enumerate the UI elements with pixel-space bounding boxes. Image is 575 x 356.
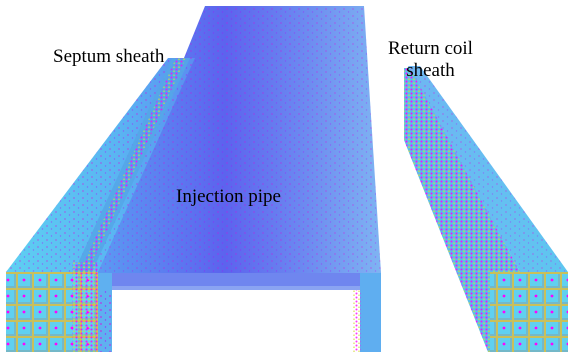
injection-pipe-front: [97, 273, 381, 286]
return-coil-label-line1: Return coil: [388, 38, 473, 59]
return-coil-sheath-label: Return coil sheath: [388, 38, 473, 82]
return-coil-label-line2: sheath: [406, 60, 455, 81]
injection-pipe-right-leg: [360, 273, 381, 352]
septum-sheath-label: Septum sheath: [53, 46, 165, 67]
return-coil-sheath-end-face: [490, 272, 568, 352]
injection-pipe-label: Injection pipe: [176, 186, 281, 207]
